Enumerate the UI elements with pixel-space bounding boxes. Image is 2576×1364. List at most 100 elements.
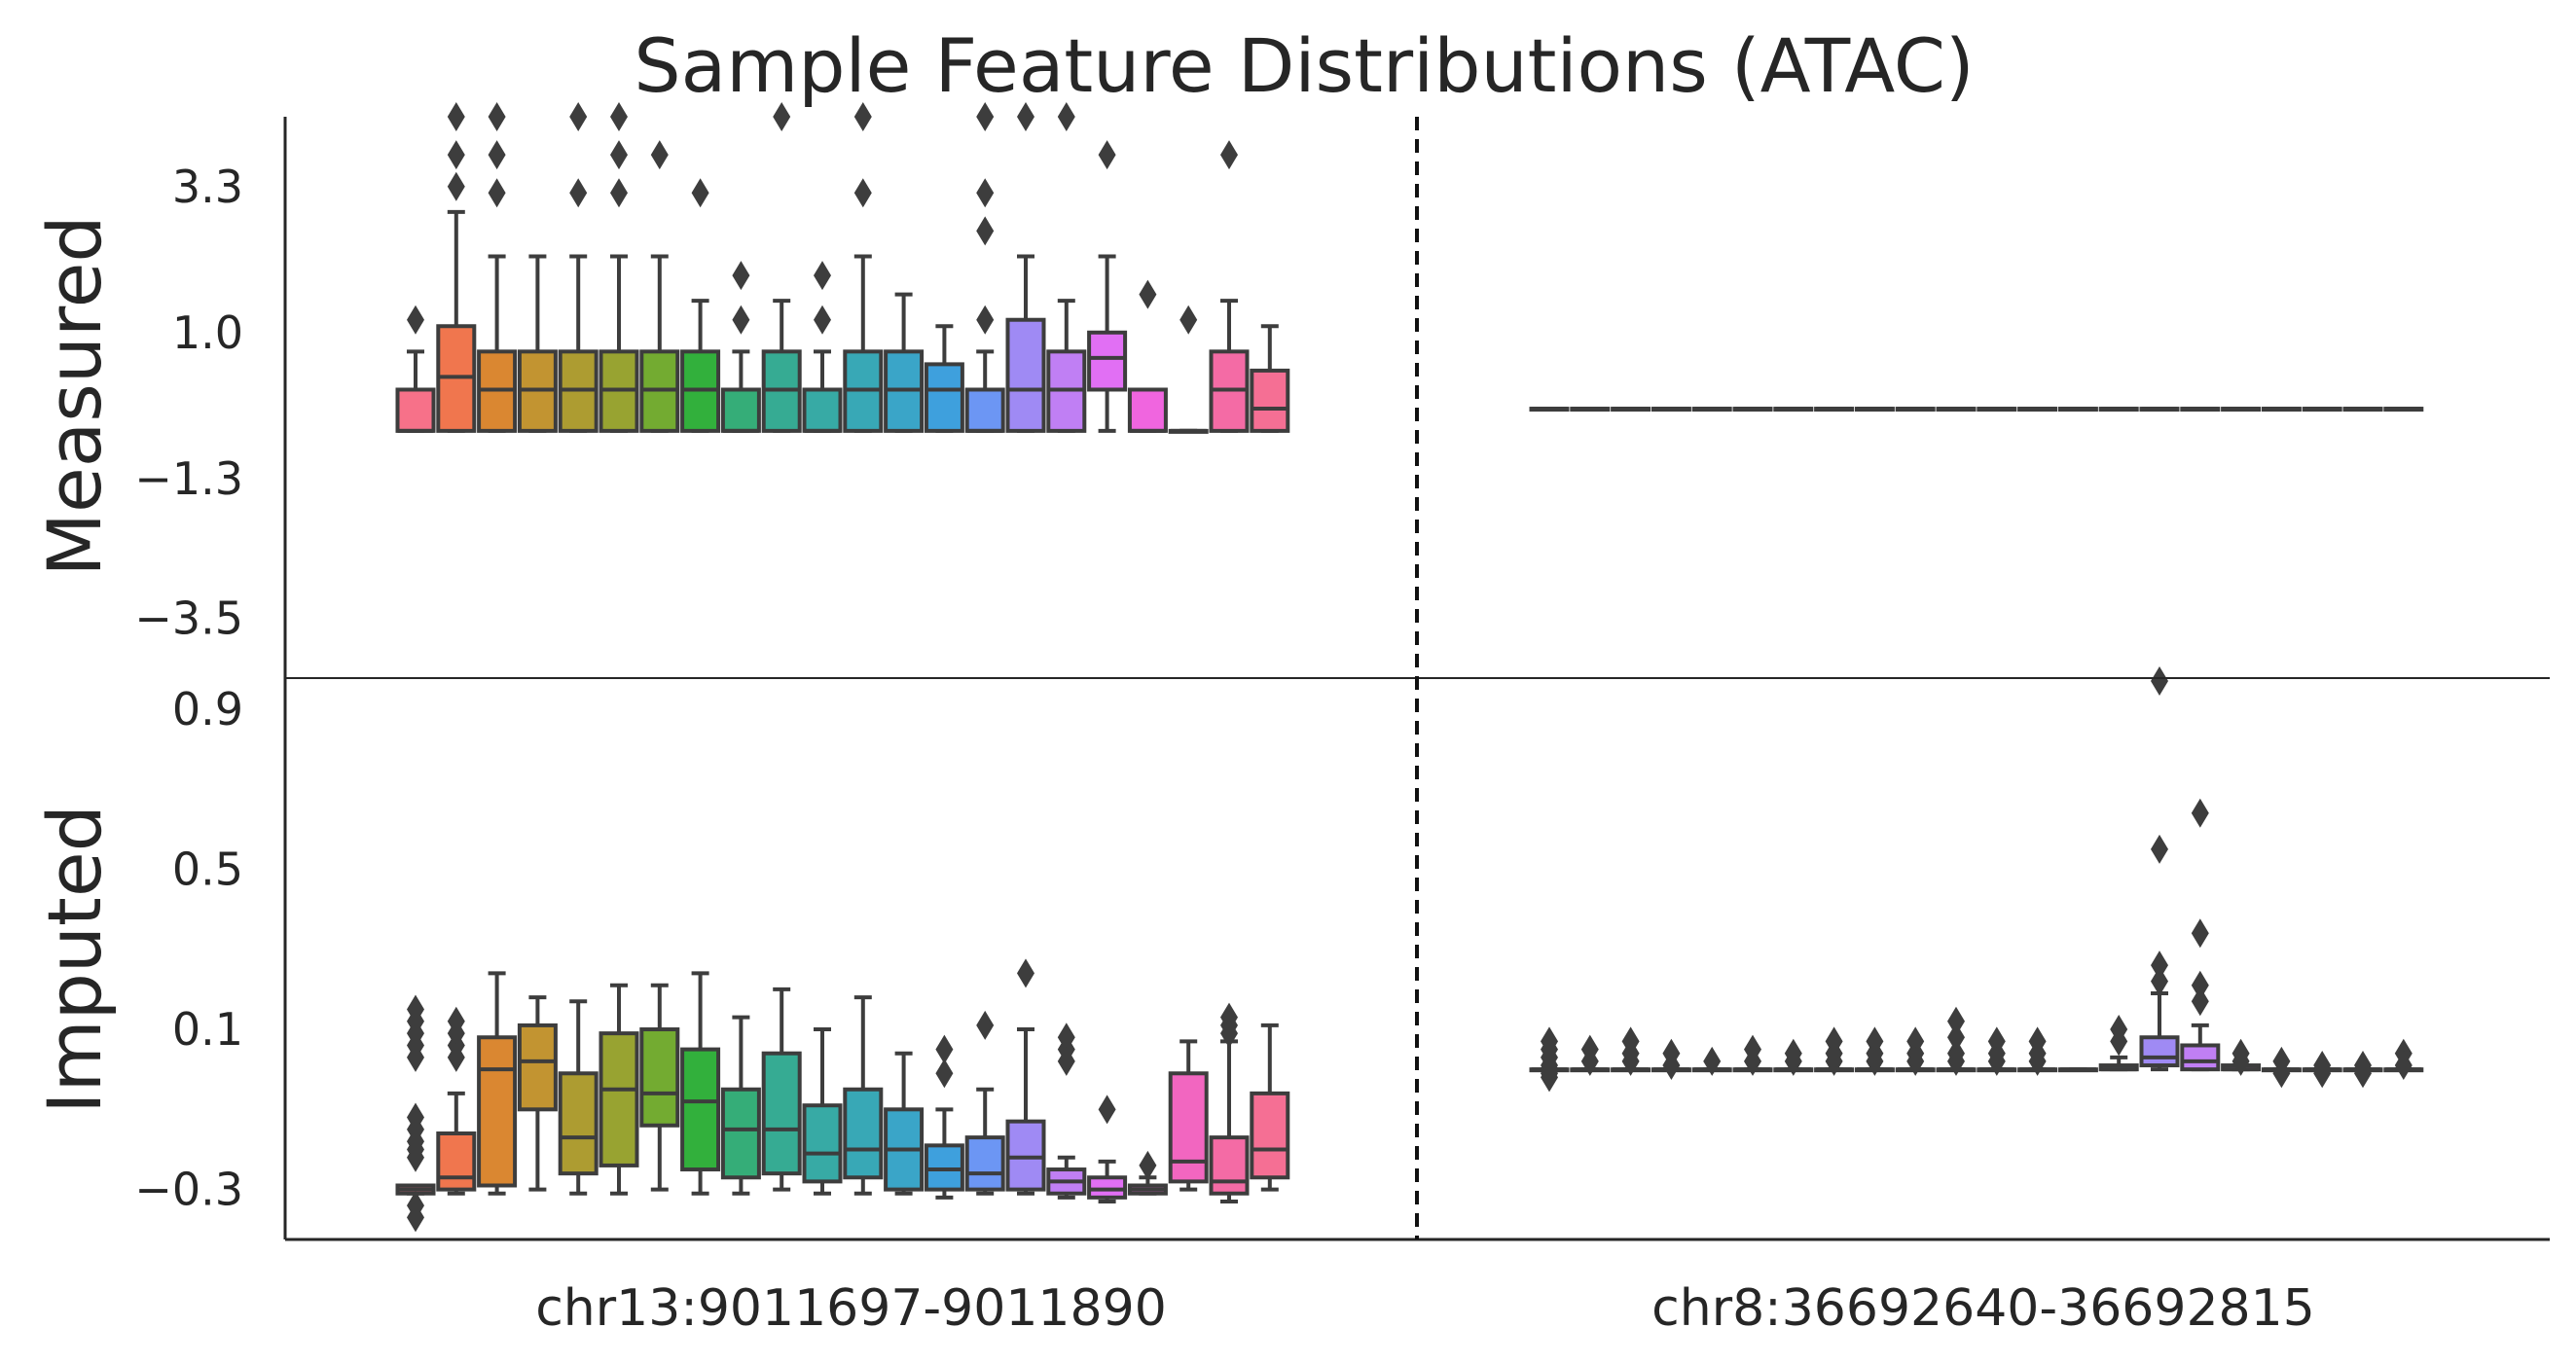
outlier-point bbox=[691, 178, 709, 208]
outlier-point bbox=[1139, 279, 1157, 309]
box-body bbox=[2180, 1043, 2221, 1072]
box-element bbox=[436, 102, 477, 433]
box-element bbox=[802, 1027, 843, 1196]
box-element bbox=[1611, 1026, 1651, 1076]
outlier-point bbox=[1541, 1062, 1558, 1093]
box-element bbox=[1570, 407, 1611, 413]
outlier-point bbox=[2110, 1026, 2128, 1057]
outlier-point bbox=[1139, 1150, 1157, 1180]
box-element bbox=[1854, 407, 1895, 413]
x-tick-label: chr13:9011697-9011890 bbox=[535, 1279, 1167, 1338]
box-element bbox=[843, 102, 884, 433]
outlier-point bbox=[488, 140, 506, 170]
outlier-point bbox=[447, 1042, 465, 1072]
outlier-point bbox=[407, 1042, 424, 1072]
outlier-point bbox=[1057, 1046, 1075, 1076]
outlier-point bbox=[1744, 1046, 1761, 1076]
outlier-point bbox=[2191, 798, 2209, 828]
box-body bbox=[802, 387, 843, 433]
box-element bbox=[1895, 1026, 1936, 1076]
box-body bbox=[680, 1047, 721, 1172]
box-element bbox=[1250, 1023, 1290, 1192]
box-body bbox=[924, 1143, 964, 1192]
box-element bbox=[2342, 1051, 2383, 1089]
box-element bbox=[802, 261, 843, 433]
box-element bbox=[1773, 407, 1814, 413]
box-element bbox=[1168, 305, 1209, 434]
box-element bbox=[1936, 1006, 1977, 1076]
box-element bbox=[1005, 102, 1046, 433]
box-element bbox=[1046, 1023, 1087, 1200]
outlier-point bbox=[976, 216, 995, 246]
y-tick-label: −1.3 bbox=[134, 452, 243, 505]
outlier-point bbox=[1866, 1046, 1884, 1076]
box-element bbox=[720, 1015, 761, 1196]
outlier-point bbox=[1947, 1046, 1965, 1076]
outlier-point bbox=[1017, 102, 1034, 131]
outlier-point bbox=[1220, 1019, 1238, 1049]
box-body bbox=[1127, 387, 1168, 433]
box-element bbox=[436, 1006, 477, 1196]
box-element bbox=[1691, 1046, 1732, 1076]
y-axis-label: Measured bbox=[31, 215, 118, 576]
box-element bbox=[477, 102, 518, 433]
outlier-point bbox=[773, 102, 791, 131]
box-body bbox=[395, 387, 436, 433]
box-element bbox=[2302, 1051, 2342, 1089]
feature-group bbox=[395, 102, 1290, 434]
box-element bbox=[1895, 407, 1936, 413]
outlier-point bbox=[1098, 1095, 1116, 1125]
outlier-point bbox=[935, 1059, 954, 1089]
outlier-point bbox=[935, 1034, 954, 1064]
outlier-point bbox=[2151, 666, 2168, 696]
box-element bbox=[639, 983, 680, 1192]
outlier-point bbox=[2272, 1059, 2291, 1089]
box-body bbox=[964, 387, 1005, 433]
outlier-point bbox=[407, 305, 424, 335]
outlier-point bbox=[447, 102, 465, 131]
outlier-point bbox=[1017, 958, 1034, 988]
box-element bbox=[2098, 1015, 2139, 1072]
box-element bbox=[599, 102, 639, 433]
box-element bbox=[1127, 1150, 1168, 1196]
box-body bbox=[1250, 368, 1290, 433]
feature-group bbox=[1529, 407, 2424, 413]
box-body bbox=[558, 1071, 599, 1176]
box-body bbox=[1209, 1135, 1250, 1196]
outlier-point bbox=[447, 171, 465, 201]
box-body bbox=[517, 1023, 558, 1112]
y-tick-label: 0.1 bbox=[172, 1003, 243, 1056]
box-element bbox=[2261, 1046, 2302, 1089]
box-body bbox=[639, 1027, 680, 1128]
outlier-point bbox=[732, 305, 750, 335]
box-element bbox=[1773, 1038, 1814, 1076]
box-element bbox=[395, 994, 436, 1233]
box-element bbox=[1854, 1026, 1895, 1076]
box-element bbox=[517, 995, 558, 1192]
box-element bbox=[1209, 140, 1250, 433]
outlier-point bbox=[407, 1202, 424, 1233]
box-element bbox=[1005, 958, 1046, 1196]
box-element bbox=[395, 305, 436, 433]
box-body bbox=[964, 1135, 1005, 1192]
x-tick-label: chr8:36692640-36692815 bbox=[1651, 1279, 2315, 1338]
outlier-point bbox=[2151, 834, 2168, 864]
y-tick-label: −0.3 bbox=[134, 1164, 243, 1216]
box-element bbox=[680, 971, 721, 1196]
outlier-point bbox=[1220, 140, 1238, 170]
box-element bbox=[2302, 407, 2342, 413]
panel-measured: 3.3 1.0 −1.3 −3.5 Measured bbox=[31, 102, 2424, 644]
outlier-point bbox=[814, 305, 831, 335]
outlier-point bbox=[569, 102, 588, 131]
outlier-point bbox=[1703, 1046, 1722, 1076]
y-tick-label: 3.3 bbox=[172, 161, 243, 213]
box-body bbox=[1087, 1175, 1128, 1200]
box-element bbox=[1529, 1026, 1570, 1093]
outlier-point bbox=[853, 102, 872, 131]
box-element bbox=[2383, 407, 2424, 413]
box-body bbox=[843, 1087, 884, 1180]
box-element bbox=[2221, 407, 2262, 413]
outlier-point bbox=[853, 178, 872, 208]
box-element bbox=[1732, 407, 1773, 413]
